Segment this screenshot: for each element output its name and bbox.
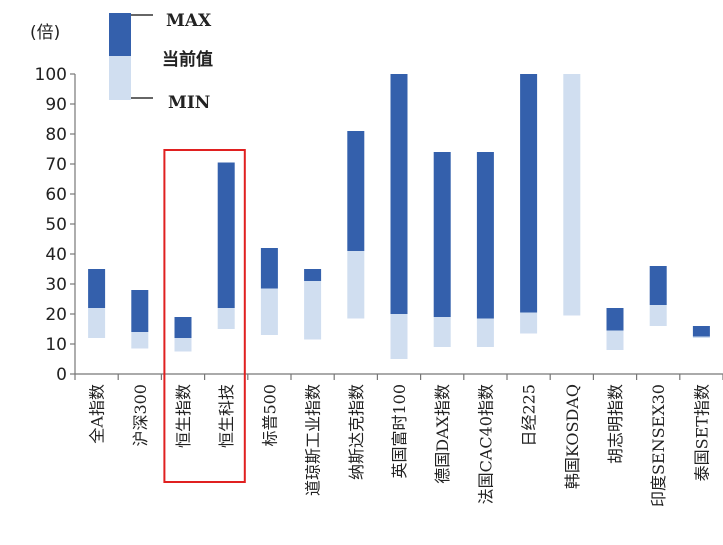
y-tick-label: 100	[35, 65, 67, 85]
bar-upper-segment	[433, 152, 451, 317]
bar-upper-segment	[692, 326, 710, 337]
legend-min-swatch	[109, 56, 131, 100]
legend-min-label: MIN	[168, 93, 210, 113]
bar-lower-segment	[131, 332, 149, 349]
x-category-label: 恒生指数	[174, 384, 193, 448]
bar-upper-segment	[260, 248, 278, 289]
y-tick-label: 40	[45, 245, 67, 265]
bars	[88, 74, 710, 359]
bar-upper-segment	[217, 162, 235, 308]
bar-upper-segment	[347, 131, 365, 251]
bar-lower-segment	[692, 336, 710, 338]
y-tick-label: 10	[45, 335, 67, 355]
x-category-label: 日经225	[520, 384, 539, 447]
bar-lower-segment	[88, 308, 106, 338]
y-tick-label: 90	[45, 95, 67, 115]
y-tick-label: 60	[45, 185, 67, 205]
y-tick-label: 80	[45, 125, 67, 145]
category-labels: 全A指数 沪深300 恒生指数 恒生科技 标普500 道琼斯工业指数 纳斯达克指数 英国富时1…	[88, 384, 712, 507]
bar-lower-segment	[520, 312, 538, 334]
bar-upper-segment	[88, 269, 106, 308]
bar-lower-segment	[390, 314, 408, 359]
bar-upper-segment	[304, 269, 322, 281]
x-category-label: 沪深300	[131, 384, 150, 447]
y-unit-label: (倍)	[30, 23, 60, 43]
x-category-label: 德国DAX指数	[433, 384, 452, 484]
x-category-label: 法国CAC40指数	[476, 384, 495, 504]
bar-upper-segment	[520, 74, 538, 313]
x-category-label: 标普500	[260, 384, 279, 447]
y-tick-label: 50	[45, 215, 67, 235]
bar-upper-segment	[174, 317, 192, 338]
bar-upper-segment	[649, 266, 667, 305]
x-category-label: 韩国KOSDAQ	[563, 384, 582, 489]
highlight-box	[163, 149, 246, 483]
bar-lower-segment	[606, 330, 624, 350]
x-category-label: 英国富时100	[390, 384, 409, 479]
bar-upper-segment	[476, 152, 494, 319]
bar-lower-segment	[347, 251, 365, 319]
y-tick-label: 70	[45, 155, 67, 175]
bar-lower-segment	[563, 74, 581, 316]
bar-lower-segment	[174, 338, 192, 352]
bar-lower-segment	[433, 317, 451, 347]
legend: MAX 当前值 MIN	[109, 11, 213, 113]
y-tick-label: 0	[56, 365, 67, 385]
x-category-label: 印度SENSEX30	[649, 384, 668, 507]
legend-current-label: 当前值	[162, 49, 213, 70]
x-category-label: 恒生科技	[217, 384, 236, 448]
y-tick-label: 20	[45, 305, 67, 325]
x-category-label: 道琼斯工业指数	[304, 384, 323, 496]
x-category-label: 全A指数	[88, 384, 107, 444]
bar-upper-segment	[131, 290, 149, 332]
x-category-label: 纳斯达克指数	[347, 384, 366, 480]
bar-lower-segment	[260, 288, 278, 335]
y-tick-label: 30	[45, 275, 67, 295]
bar-lower-segment	[649, 305, 667, 326]
x-category-label: 泰国SET指数	[692, 384, 711, 481]
x-axis	[74, 373, 723, 380]
bar-upper-segment	[606, 308, 624, 331]
bar-lower-segment	[304, 281, 322, 340]
bar-lower-segment	[217, 308, 235, 329]
bar-lower-segment	[476, 318, 494, 347]
bar-upper-segment	[390, 74, 408, 314]
legend-max-label: MAX	[166, 11, 212, 31]
x-category-label: 胡志明指数	[606, 384, 625, 464]
y-axis: 0 10 20 30 40 50 60 70 80 90 100	[35, 65, 76, 385]
legend-max-swatch	[109, 13, 131, 56]
